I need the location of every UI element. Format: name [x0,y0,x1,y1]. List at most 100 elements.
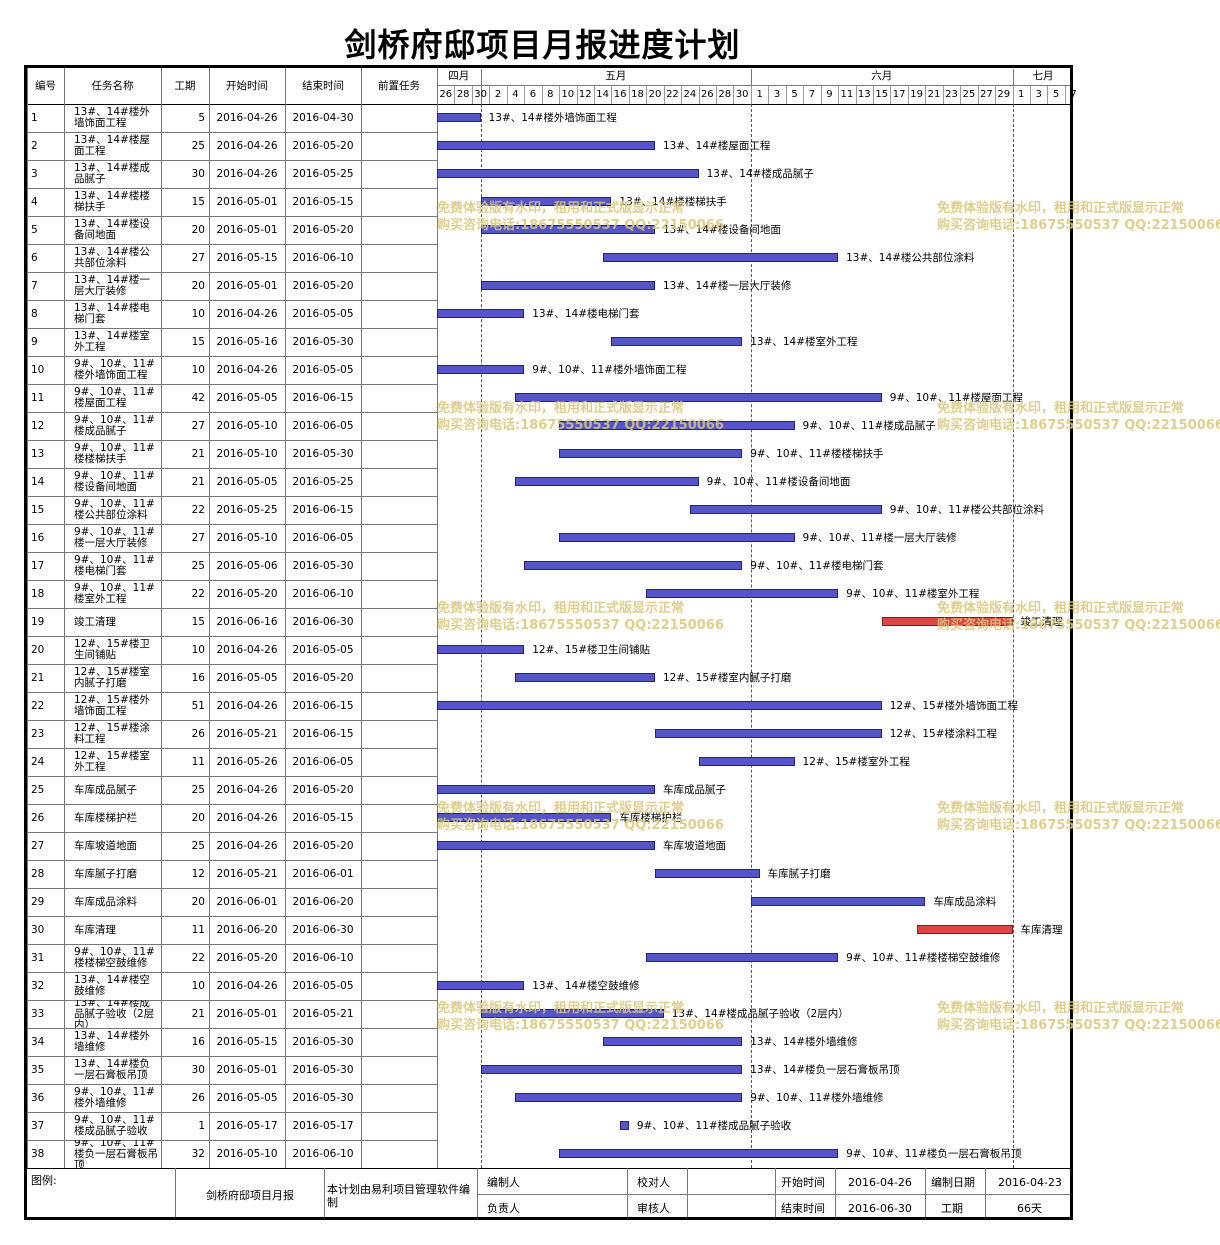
table-row: 19 竣工清理 15 2016-06-16 2016-06-30 [27,608,437,636]
row-line [27,384,437,385]
task-no: 2 [31,139,38,152]
table-row: 12 9#、10#、11#楼成品腻子 27 2016-05-10 2016-06-05 [27,412,437,440]
gantt-bar [437,813,612,822]
gantt-bar [515,1093,743,1102]
task-duration: 25 [191,783,205,796]
month-guide [480,104,482,1168]
start-value: 2016-04-26 [848,1176,912,1189]
task-duration: 26 [191,1091,205,1104]
row-line [27,860,437,861]
bar-label: 9#、10#、11#楼负一层石膏板吊顶 [846,1148,1022,1160]
gantt-bar [611,337,743,346]
bar-label: 13#、14#楼屋面工程 [663,140,771,152]
task-no: 26 [31,811,45,824]
column-line [209,68,210,1168]
task-start: 2016-05-10 [216,447,278,460]
task-no: 37 [31,1119,45,1132]
gantt-bar [480,225,655,234]
footer-column-line [835,1168,836,1217]
row-line [27,580,437,581]
task-name: 车库腻子打磨 [74,867,137,880]
day-tick [716,86,718,104]
gantt-bar [620,1121,629,1130]
task-start: 2016-04-26 [216,811,278,824]
task-duration: 20 [191,223,205,236]
table-row: 3 13#、14#楼成品腻子 30 2016-04-26 2016-05-25 [27,160,437,188]
row-line [27,188,437,189]
table-row: 37 9#、10#、11#楼成品腻子验收 1 2016-05-17 2016-05-17 [27,1112,437,1140]
row-line [27,440,437,441]
day-tick [820,86,822,104]
bar-label: 12#、15#楼外墙饰面工程 [889,700,1019,712]
task-end: 2016-05-05 [292,363,354,376]
row-line [27,748,437,749]
bar-label: 9#、10#、11#楼楼梯空鼓维修 [846,952,1001,964]
task-start: 2016-05-20 [216,951,278,964]
task-end: 2016-05-30 [292,1091,354,1104]
day-label: 8 [547,89,554,100]
task-duration: 20 [191,811,205,824]
task-start: 2016-05-01 [216,1063,278,1076]
task-name: 9#、10#、11#楼楼梯空鼓维修 [74,946,155,969]
bar-label: 车库坡道地面 [663,840,726,852]
day-label: 7 [808,89,816,100]
day-tick [471,86,473,104]
month-label: 六月 [871,70,893,82]
task-duration: 32 [191,1147,205,1160]
task-no: 29 [31,895,45,908]
bar-label: 13#、14#楼外墙维修 [750,1036,858,1048]
task-end: 2016-06-20 [292,895,354,908]
task-start: 2016-05-01 [216,223,278,236]
task-end: 2016-06-10 [292,587,354,600]
software-note: 本计划由易利项目管理软件编制 [327,1183,470,1209]
task-end: 2016-06-15 [292,503,354,516]
footer-top-line [27,1168,1070,1169]
task-start: 2016-05-05 [216,1091,278,1104]
task-duration: 5 [198,111,205,124]
day-tick [873,86,874,104]
task-name: 13#、14#楼空鼓维修 [74,974,150,997]
task-name: 13#、14#楼电梯门套 [74,302,150,325]
task-no: 33 [31,1007,45,1020]
day-tick [855,86,857,104]
footer-column-line [175,1168,176,1217]
task-start: 2016-05-01 [216,279,278,292]
task-name: 车库清理 [74,923,116,936]
task-name: 9#、10#、11#楼设备间地面 [74,470,155,493]
day-label: 27 [979,89,993,100]
task-start: 2016-05-05 [216,475,278,488]
task-no: 10 [31,363,45,376]
footer-column-line [477,1168,478,1217]
bar-label: 13#、14#楼一层大厅装修 [663,280,792,292]
day-tick [803,86,805,104]
day-tick [663,86,665,104]
row-line [27,1028,437,1029]
task-duration: 11 [191,923,205,936]
day-label: 26 [439,89,453,100]
task-start: 2016-06-16 [216,615,278,628]
row-line [27,412,437,413]
task-name: 9#、10#、11#楼外墙维修 [74,1086,155,1109]
task-no: 12 [31,419,45,432]
task-end: 2016-06-05 [292,419,354,432]
task-no: 13 [31,447,45,460]
day-label: 29 [997,89,1011,100]
day-label: 30 [474,89,487,100]
row-line [27,972,437,973]
task-duration: 12 [191,867,205,880]
bar-label: 9#、10#、11#楼成品腻子验收 [636,1120,792,1132]
task-start: 2016-05-15 [216,1035,278,1048]
day-label: 9 [826,89,833,100]
table-row: 23 12#、15#楼涂料工程 26 2016-05-21 2016-06-15 [27,720,437,748]
task-duration: 21 [191,1007,205,1020]
gantt-bar [480,197,612,206]
report-name: 剑桥府邸项目月报 [206,1189,294,1202]
task-name: 13#、14#楼屋面工程 [74,134,150,157]
task-end: 2016-06-05 [292,531,354,544]
task-name: 9#、10#、11#楼楼梯扶手 [74,442,155,465]
month-label: 五月 [605,70,627,82]
day-tick [576,86,578,104]
row-line [27,272,437,273]
day-tick [960,86,962,104]
task-no: 3 [31,167,38,180]
